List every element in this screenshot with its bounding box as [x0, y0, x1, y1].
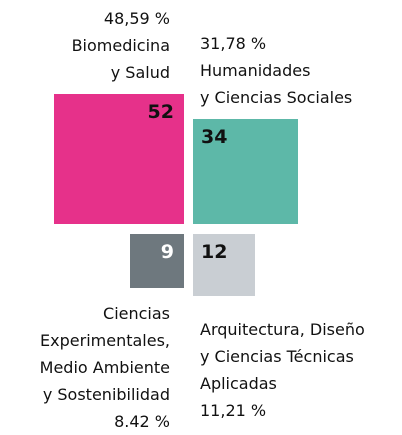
category-label-group: Arquitectura, Diseño y Ciencias Técnicas… — [200, 316, 365, 424]
category-label: Humanidades y Ciencias Sociales — [200, 61, 353, 108]
category-label-group: Ciencias Experimentales, Medio Ambiente … — [40, 300, 170, 435]
category-label: Ciencias Experimentales, Medio Ambiente … — [39, 304, 170, 404]
value-label: 52 — [147, 101, 174, 124]
category-label-group: 48,59 % Biomedicina y Salud — [72, 5, 170, 86]
square: 52 — [54, 94, 184, 224]
square: 9 — [130, 234, 184, 288]
square: 34 — [193, 119, 298, 224]
category-label-group: 31,78 % Humanidades y Ciencias Sociales — [200, 30, 352, 111]
square: 12 — [193, 234, 256, 297]
category-label: Biomedicina y Salud — [71, 36, 170, 83]
category-label: Arquitectura, Diseño y Ciencias Técnicas… — [200, 320, 365, 394]
share-label: 8.42 % — [114, 412, 170, 431]
value-label: 9 — [160, 241, 174, 263]
share-label: 48,59 % — [103, 9, 170, 29]
value-label: 34 — [201, 126, 228, 149]
share-label: 31,78 % — [200, 34, 267, 54]
share-label: 11,21 % — [200, 401, 267, 421]
value-label: 12 — [201, 241, 228, 263]
